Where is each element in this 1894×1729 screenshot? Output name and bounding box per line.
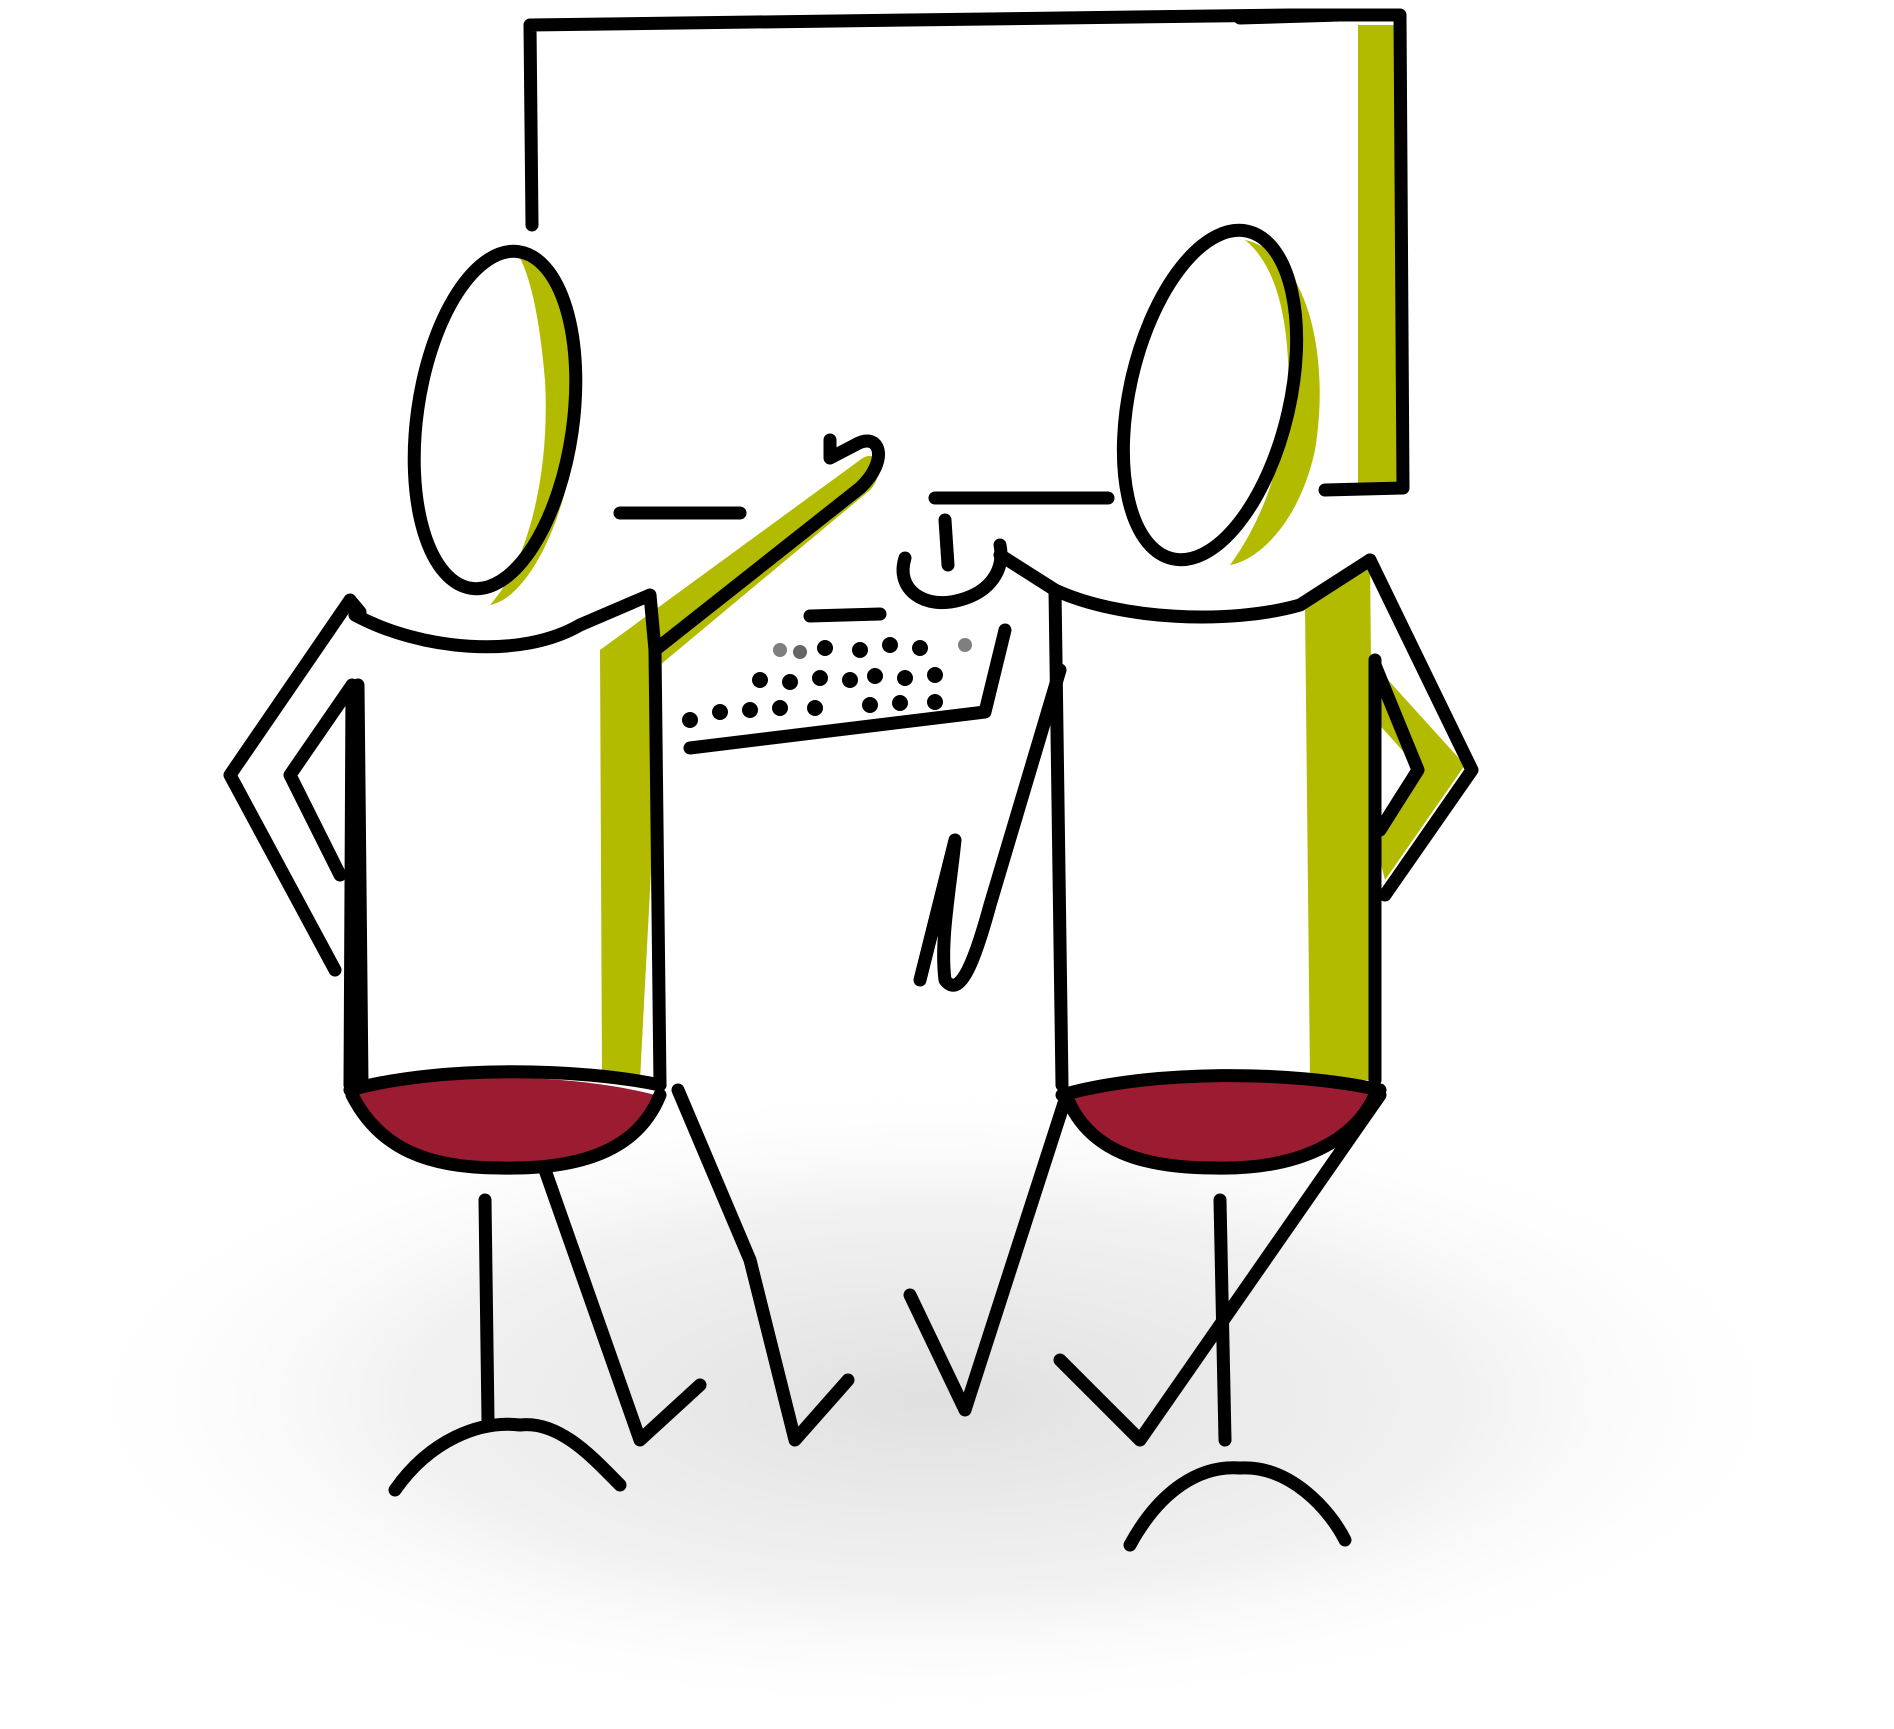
head-right <box>1116 223 1304 567</box>
person-left <box>223 244 885 1092</box>
person-right <box>913 223 1479 1092</box>
head-left <box>407 244 583 596</box>
person-left-legs <box>538 1083 855 1447</box>
monitor-icon <box>523 8 1410 520</box>
stool-icon <box>343 1065 667 1497</box>
person-right-legs <box>903 1088 1387 1447</box>
floor-shadow <box>55 1080 1815 1720</box>
mouse-icon <box>896 513 1008 610</box>
stool-icon-right <box>1055 1069 1387 1552</box>
keyboard-icon <box>682 607 1012 755</box>
